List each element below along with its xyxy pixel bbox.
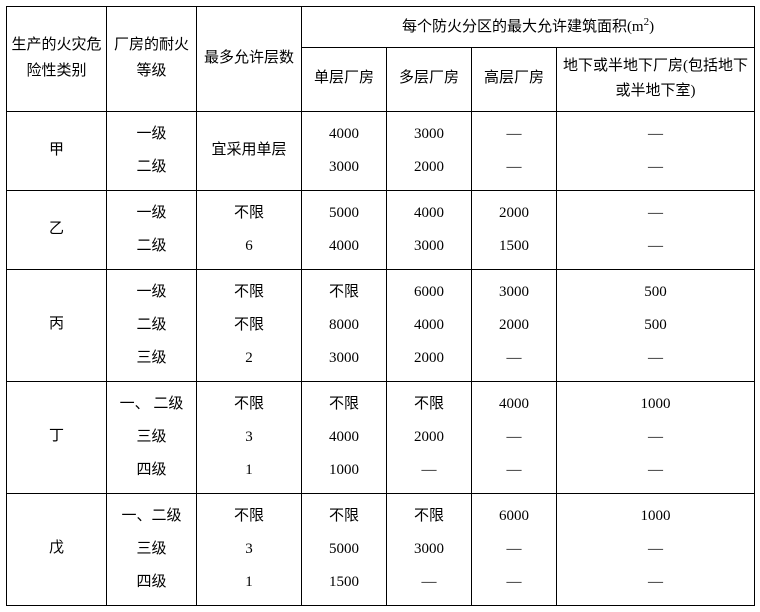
cell-single: 40003000 — [302, 111, 387, 190]
cell-underground: —— — [557, 111, 755, 190]
cell-single: 50004000 — [302, 190, 387, 269]
cell-grades: 一、二级三级四级 — [107, 493, 197, 605]
cell-floors: 宜采用单层 — [197, 111, 302, 190]
header-grade: 厂房的耐火等级 — [107, 7, 197, 112]
row-ding: 丁 一、 二级三级四级 不限31 不限40001000 不限2000— 4000… — [7, 381, 755, 493]
header-underground: 地下或半地下厂房(包括地下或半地下室) — [557, 47, 755, 111]
cell-high: 6000—— — [472, 493, 557, 605]
cell-category: 戊 — [7, 493, 107, 605]
cell-floors: 不限不限2 — [197, 269, 302, 381]
row-wu: 戊 一、二级三级四级 不限31 不限50001500 不限3000— 6000—… — [7, 493, 755, 605]
cell-grades: 一级二级三级 — [107, 269, 197, 381]
cell-multi: 不限2000— — [387, 381, 472, 493]
cell-category: 丁 — [7, 381, 107, 493]
cell-single: 不限40001000 — [302, 381, 387, 493]
cell-floors: 不限31 — [197, 381, 302, 493]
cell-category: 丙 — [7, 269, 107, 381]
cell-high: 4000—— — [472, 381, 557, 493]
cell-high: 30002000— — [472, 269, 557, 381]
cell-multi: 30002000 — [387, 111, 472, 190]
cell-category: 甲 — [7, 111, 107, 190]
cell-high: —— — [472, 111, 557, 190]
cell-underground: —— — [557, 190, 755, 269]
header-high: 高层厂房 — [472, 47, 557, 111]
header-single: 单层厂房 — [302, 47, 387, 111]
cell-underground: 1000—— — [557, 381, 755, 493]
cell-floors: 不限6 — [197, 190, 302, 269]
cell-category: 乙 — [7, 190, 107, 269]
header-multi: 多层厂房 — [387, 47, 472, 111]
cell-grades: 一级二级 — [107, 190, 197, 269]
row-bing: 丙 一级二级三级 不限不限2 不限80003000 600040002000 3… — [7, 269, 755, 381]
cell-floors: 不限31 — [197, 493, 302, 605]
cell-high: 20001500 — [472, 190, 557, 269]
cell-multi: 600040002000 — [387, 269, 472, 381]
cell-multi: 40003000 — [387, 190, 472, 269]
header-area: 每个防火分区的最大允许建筑面积(m2) — [302, 7, 755, 48]
row-yi: 乙 一级二级 不限6 50004000 40003000 20001500 —— — [7, 190, 755, 269]
header-max-floors: 最多允许层数 — [197, 7, 302, 112]
cell-multi: 不限3000— — [387, 493, 472, 605]
cell-grades: 一、 二级三级四级 — [107, 381, 197, 493]
cell-single: 不限50001500 — [302, 493, 387, 605]
cell-underground: 1000—— — [557, 493, 755, 605]
cell-grades: 一级二级 — [107, 111, 197, 190]
cell-underground: 500500— — [557, 269, 755, 381]
header-category: 生产的火灾危险性类别 — [7, 7, 107, 112]
fire-zone-table: 生产的火灾危险性类别 厂房的耐火等级 最多允许层数 每个防火分区的最大允许建筑面… — [6, 6, 755, 606]
row-jia: 甲 一级二级 宜采用单层 40003000 30002000 —— —— — [7, 111, 755, 190]
cell-single: 不限80003000 — [302, 269, 387, 381]
